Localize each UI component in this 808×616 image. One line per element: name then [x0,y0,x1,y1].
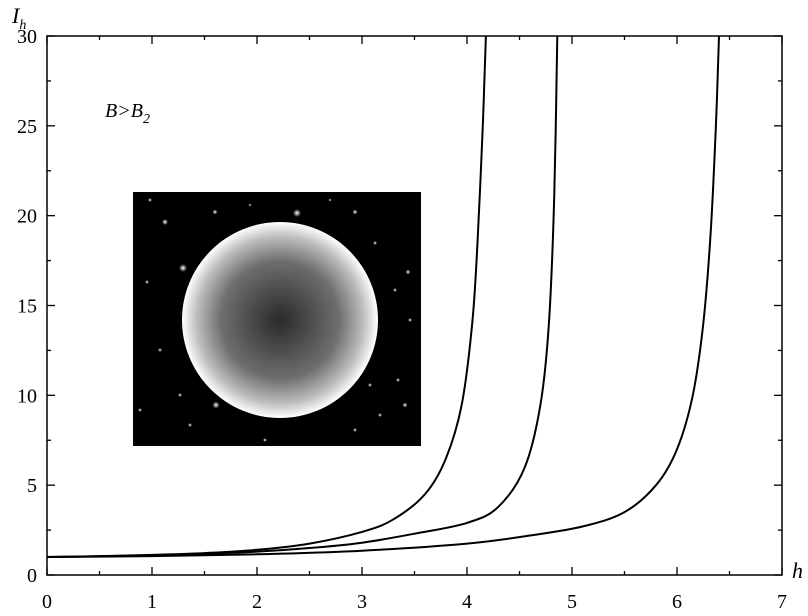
condition-annotation: B>B2 [105,100,150,127]
axis-ticks [46,35,783,576]
series-line-3 [46,35,720,558]
x-tick-label: 6 [672,591,682,613]
x-tick-label: 7 [777,591,787,613]
y-tick-label: 25 [17,116,37,138]
x-tick-labels: 0 1 2 3 4 5 6 7 [42,591,787,613]
series-line-2 [46,35,559,558]
y-tick-label: 10 [17,385,37,407]
x-tick-label: 4 [462,591,472,613]
y-tick-label: 0 [27,565,37,587]
x-tick-label: 2 [252,591,262,613]
y-axis-label: Ih [11,3,26,33]
y-axis-label-sub: h [19,18,26,33]
x-tick-label: 5 [567,591,577,613]
black-hole-shadow-image [133,192,421,446]
condition-annotation-sub: 2 [143,112,150,127]
y-tick-label: 30 [17,26,37,48]
condition-annotation-main: B>B [105,100,143,122]
y-axis-label-main: I [11,3,21,28]
y-tick-label: 15 [17,296,37,318]
series-layer [46,35,720,558]
x-tick-label: 1 [147,591,157,613]
y-tick-label: 5 [27,475,37,497]
x-tick-label: 3 [357,591,367,613]
y-tick-label: 20 [17,206,37,228]
x-axis-label: h [792,558,803,583]
shadow-disk [182,222,378,418]
star-field [138,198,412,442]
y-tick-labels: 0 5 10 15 20 25 30 [17,26,37,587]
x-tick-label: 0 [42,591,52,613]
